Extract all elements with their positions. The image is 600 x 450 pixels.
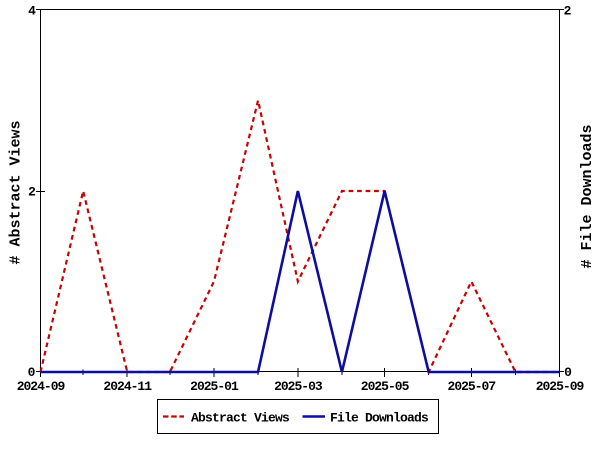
svg-text:2025-05: 2025-05: [361, 379, 410, 394]
svg-text:File Downloads: File Downloads: [330, 410, 429, 425]
svg-text:Abstract Views: Abstract Views: [191, 410, 290, 425]
svg-text:2025-09: 2025-09: [536, 379, 585, 394]
svg-text:2024-11: 2024-11: [103, 379, 152, 394]
svg-text:2025-01: 2025-01: [190, 379, 239, 394]
svg-text:2: 2: [564, 4, 572, 19]
svg-text:# File Downloads: # File Downloads: [579, 124, 596, 268]
svg-text:0: 0: [564, 365, 572, 380]
svg-text:2: 2: [28, 184, 36, 199]
svg-text:4: 4: [28, 4, 36, 19]
svg-text:2024-09: 2024-09: [17, 379, 66, 394]
svg-text:# Abstract Views: # Abstract Views: [8, 120, 25, 264]
svg-text:0: 0: [28, 365, 36, 380]
svg-text:2025-03: 2025-03: [274, 379, 323, 394]
svg-text:2025-07: 2025-07: [448, 379, 496, 394]
